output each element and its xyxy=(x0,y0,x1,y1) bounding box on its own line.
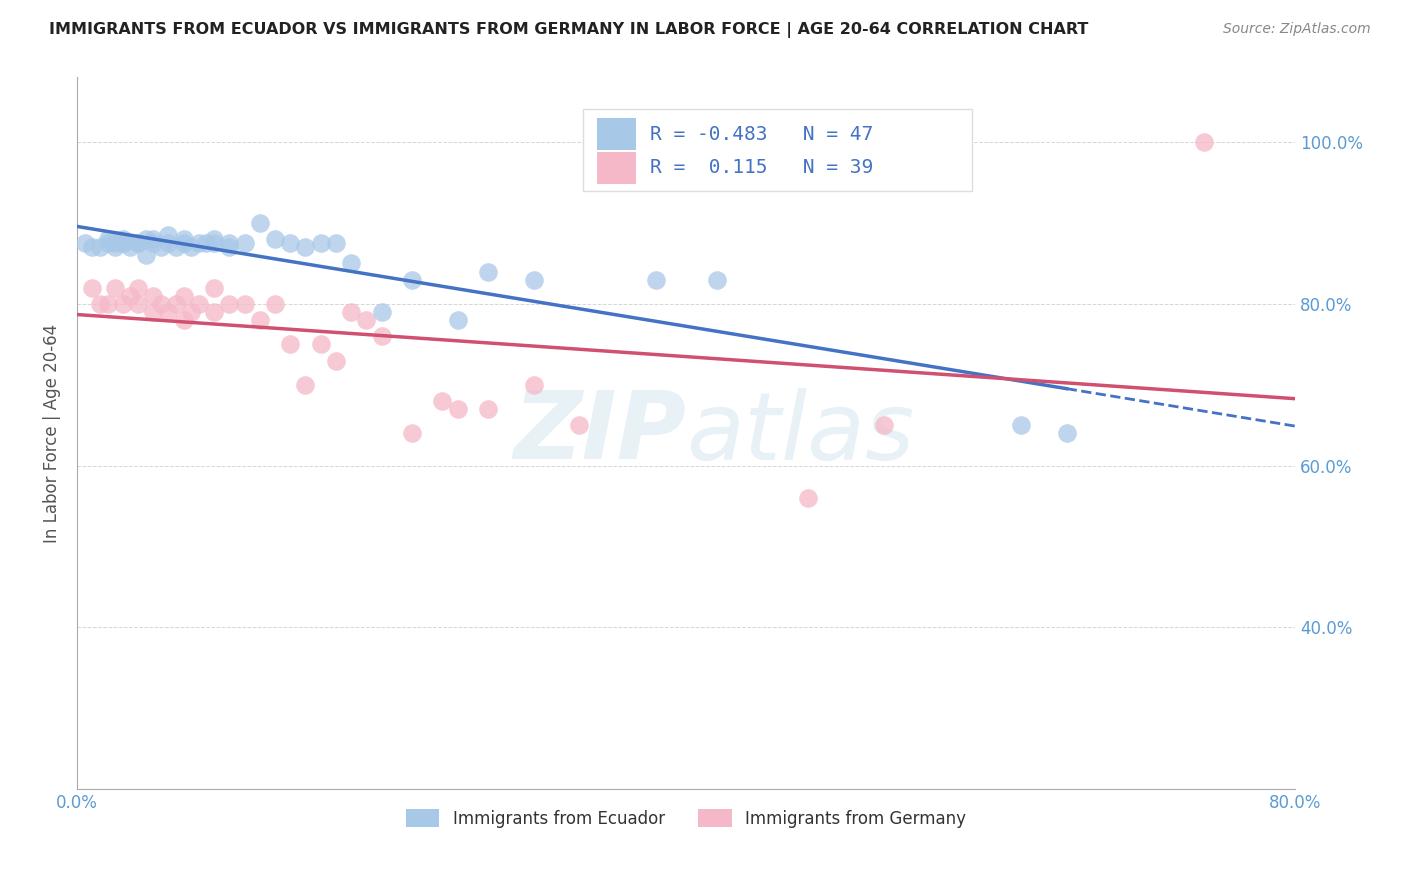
Point xyxy=(523,273,546,287)
Point xyxy=(127,281,149,295)
FancyBboxPatch shape xyxy=(598,152,636,184)
Point xyxy=(477,264,499,278)
Point xyxy=(187,236,209,251)
Text: IMMIGRANTS FROM ECUADOR VS IMMIGRANTS FROM GERMANY IN LABOR FORCE | AGE 20-64 CO: IMMIGRANTS FROM ECUADOR VS IMMIGRANTS FR… xyxy=(49,22,1088,38)
Text: ZIP: ZIP xyxy=(513,387,686,479)
Point xyxy=(142,236,165,251)
Point xyxy=(202,232,225,246)
Text: R =  0.115   N = 39: R = 0.115 N = 39 xyxy=(650,159,873,178)
Point xyxy=(309,236,332,251)
Point xyxy=(233,297,256,311)
Point xyxy=(173,313,195,327)
Point xyxy=(157,236,180,251)
Point xyxy=(120,240,142,254)
FancyBboxPatch shape xyxy=(598,119,636,151)
Point xyxy=(111,236,134,251)
Point xyxy=(294,377,316,392)
Point xyxy=(165,297,187,311)
Point xyxy=(797,491,820,505)
Point xyxy=(218,240,240,254)
Point xyxy=(370,329,392,343)
Point xyxy=(96,236,118,251)
Point xyxy=(340,256,363,270)
Point xyxy=(173,232,195,246)
Text: atlas: atlas xyxy=(686,388,914,479)
Point xyxy=(89,297,111,311)
Point xyxy=(157,228,180,243)
Point xyxy=(96,297,118,311)
Point xyxy=(173,289,195,303)
Point xyxy=(401,273,423,287)
Text: R = -0.483   N = 47: R = -0.483 N = 47 xyxy=(650,125,873,144)
Point xyxy=(202,305,225,319)
Text: Source: ZipAtlas.com: Source: ZipAtlas.com xyxy=(1223,22,1371,37)
Point xyxy=(218,236,240,251)
Point xyxy=(294,240,316,254)
Point xyxy=(96,232,118,246)
Point xyxy=(135,232,157,246)
Point xyxy=(249,313,271,327)
Point xyxy=(180,305,202,319)
Point xyxy=(104,281,127,295)
Point xyxy=(127,297,149,311)
Point xyxy=(142,232,165,246)
Y-axis label: In Labor Force | Age 20-64: In Labor Force | Age 20-64 xyxy=(44,324,60,543)
Point xyxy=(173,236,195,251)
Point xyxy=(195,236,218,251)
Point xyxy=(447,313,470,327)
Point xyxy=(447,402,470,417)
Point xyxy=(135,248,157,262)
Point xyxy=(1010,418,1032,433)
Point xyxy=(278,236,301,251)
Point xyxy=(706,273,728,287)
Point xyxy=(432,394,454,409)
Point xyxy=(233,236,256,251)
Point xyxy=(309,337,332,351)
Point xyxy=(120,289,142,303)
Point xyxy=(325,353,347,368)
Point xyxy=(340,305,363,319)
Point xyxy=(149,297,172,311)
Point xyxy=(1192,135,1215,149)
Point xyxy=(264,297,287,311)
Point xyxy=(873,418,896,433)
Point xyxy=(523,377,546,392)
Point xyxy=(264,232,287,246)
Point xyxy=(127,236,149,251)
Point xyxy=(73,236,96,251)
Point xyxy=(401,426,423,441)
Point xyxy=(1056,426,1078,441)
Point xyxy=(187,297,209,311)
Point xyxy=(477,402,499,417)
FancyBboxPatch shape xyxy=(582,110,973,191)
Point xyxy=(249,216,271,230)
Legend: Immigrants from Ecuador, Immigrants from Germany: Immigrants from Ecuador, Immigrants from… xyxy=(399,803,973,834)
Point xyxy=(149,240,172,254)
Point xyxy=(325,236,347,251)
Point xyxy=(568,418,591,433)
Point xyxy=(111,232,134,246)
Point xyxy=(89,240,111,254)
Point xyxy=(142,289,165,303)
Point xyxy=(142,305,165,319)
Point xyxy=(218,297,240,311)
Point xyxy=(356,313,378,327)
Point xyxy=(202,236,225,251)
Point xyxy=(104,240,127,254)
Point xyxy=(157,305,180,319)
Point xyxy=(278,337,301,351)
Point xyxy=(82,240,104,254)
Point xyxy=(82,281,104,295)
Point xyxy=(127,236,149,251)
Point xyxy=(370,305,392,319)
Point xyxy=(165,240,187,254)
Point xyxy=(111,236,134,251)
Point xyxy=(202,281,225,295)
Point xyxy=(111,297,134,311)
Point xyxy=(180,240,202,254)
Point xyxy=(644,273,666,287)
Point xyxy=(104,236,127,251)
